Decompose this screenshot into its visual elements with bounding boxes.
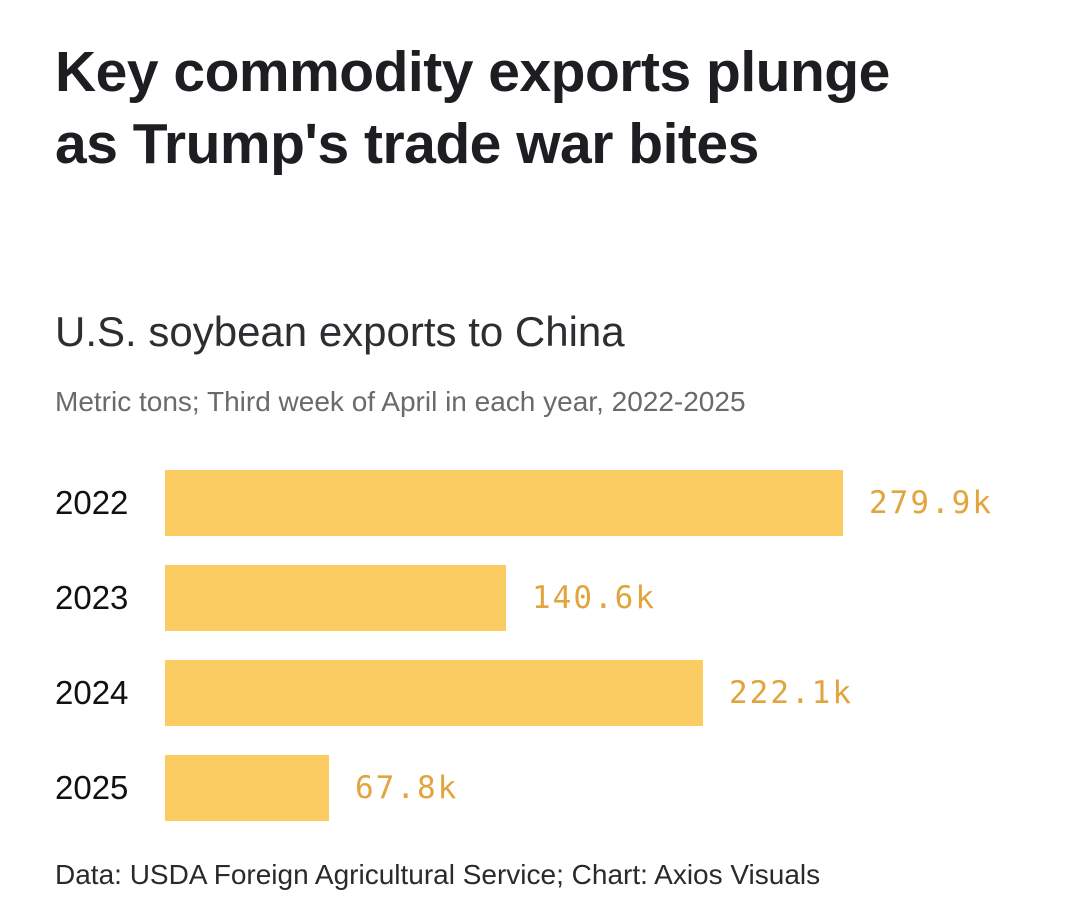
chart-subtitle: Metric tons; Third week of April in each… xyxy=(55,386,746,417)
chart-row: 2025 67.8k xyxy=(55,755,1025,821)
chart-title: U.S. soybean exports to China xyxy=(55,308,625,355)
bar-chart-plot-area: 2022 279.9k 2023 140.6k 2024 222.1k 2025 67.8k xyxy=(55,470,1025,821)
bar xyxy=(165,660,703,726)
bar-track: 140.6k xyxy=(165,565,843,631)
bar xyxy=(165,565,506,631)
bar-track: 67.8k xyxy=(165,755,843,821)
chart-row: 2023 140.6k xyxy=(55,565,1025,631)
year-label: 2024 xyxy=(55,674,129,711)
bar-track: 279.9k xyxy=(165,470,991,536)
value-label: 67.8k xyxy=(355,770,459,806)
bar xyxy=(165,470,843,536)
value-label: 222.1k xyxy=(729,675,853,711)
headline: Key commodity exports plunge as Trump's … xyxy=(55,36,1025,180)
year-label: 2023 xyxy=(55,579,129,616)
year-label: 2022 xyxy=(55,484,129,521)
soybean-exports-chart: U.S. soybean exports to China Metric ton… xyxy=(55,306,1025,893)
headline-line-2: as Trump's trade war bites xyxy=(55,112,759,176)
value-label: 140.6k xyxy=(532,580,656,616)
headline-line-1: Key commodity exports plunge xyxy=(55,40,890,104)
chart-source-credit: Data: USDA Foreign Agricultural Service;… xyxy=(55,859,821,890)
bar xyxy=(165,755,329,821)
year-label: 2025 xyxy=(55,769,129,806)
bar-track: 222.1k xyxy=(165,660,851,726)
chart-row: 2022 279.9k xyxy=(55,470,1025,536)
chart-row: 2024 222.1k xyxy=(55,660,1025,726)
value-label: 279.9k xyxy=(869,485,993,521)
